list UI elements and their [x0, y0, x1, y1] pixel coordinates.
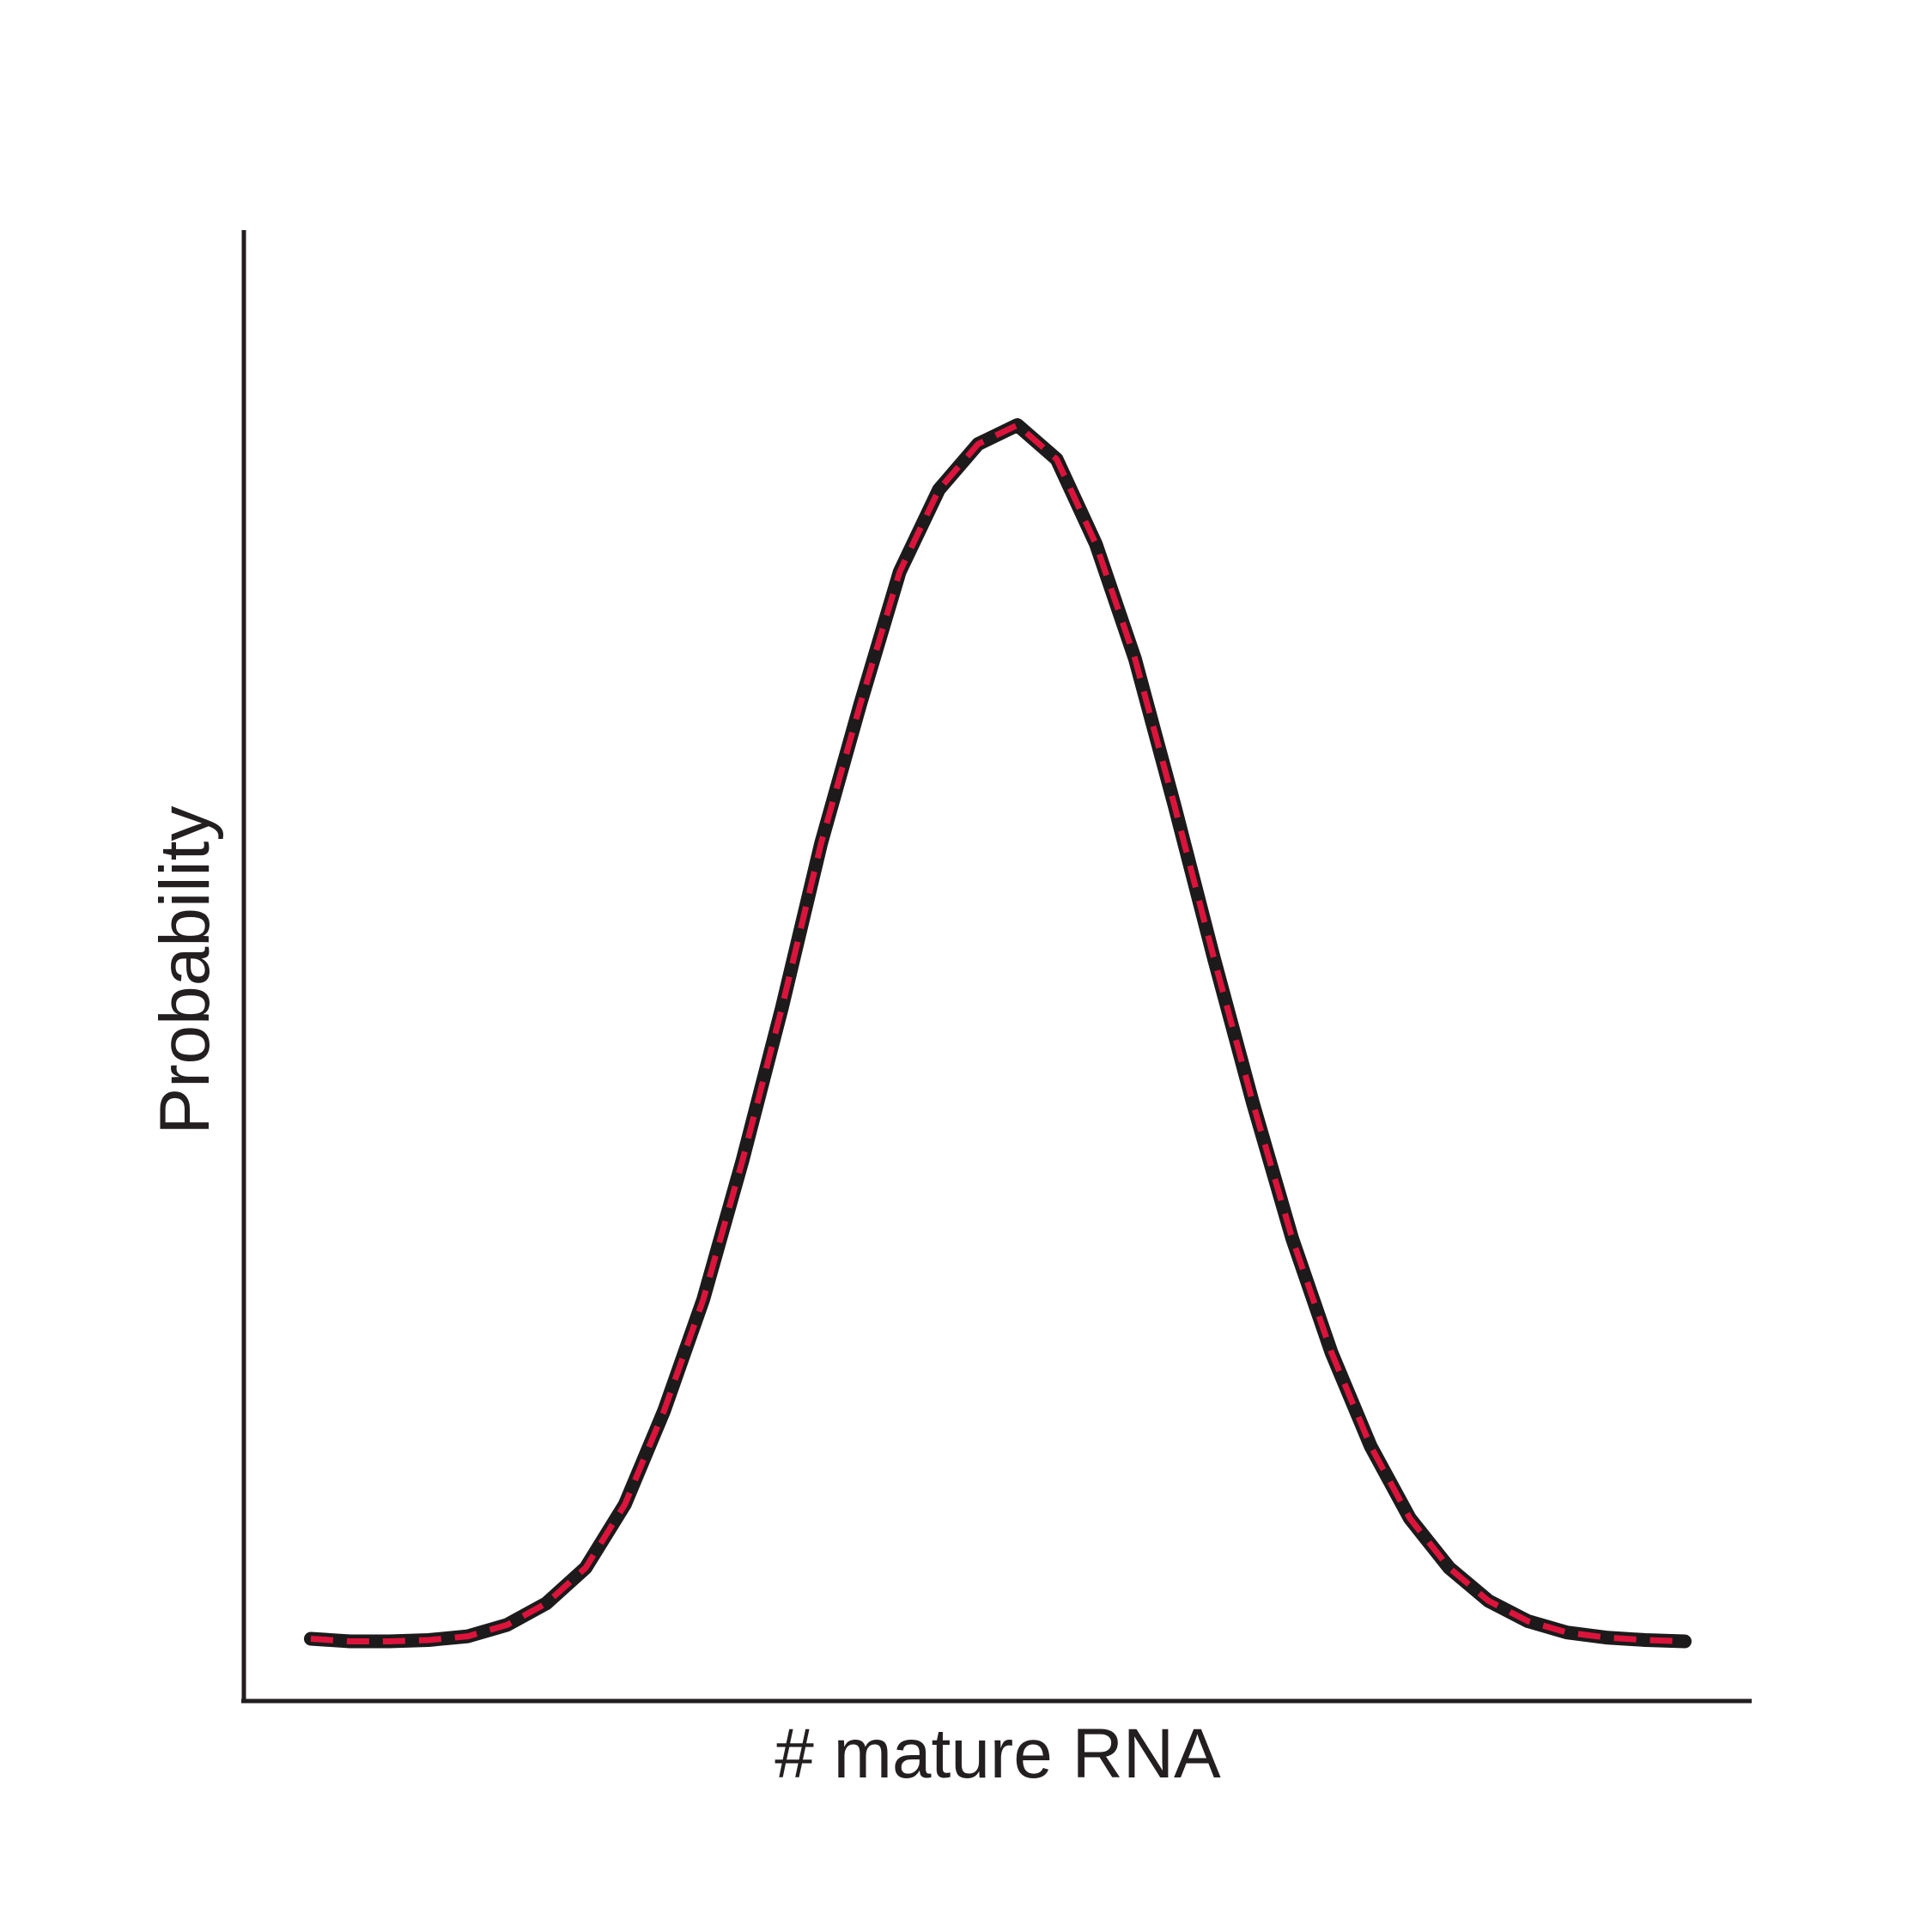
series-line-solid	[304, 418, 1692, 1649]
x-axis-label: # mature RNA	[775, 1715, 1221, 1793]
y-axis-label: Probability	[146, 806, 224, 1135]
chart-axes	[241, 230, 1752, 1704]
series-line-dashed	[310, 422, 1686, 1644]
plot-area	[304, 418, 1692, 1649]
